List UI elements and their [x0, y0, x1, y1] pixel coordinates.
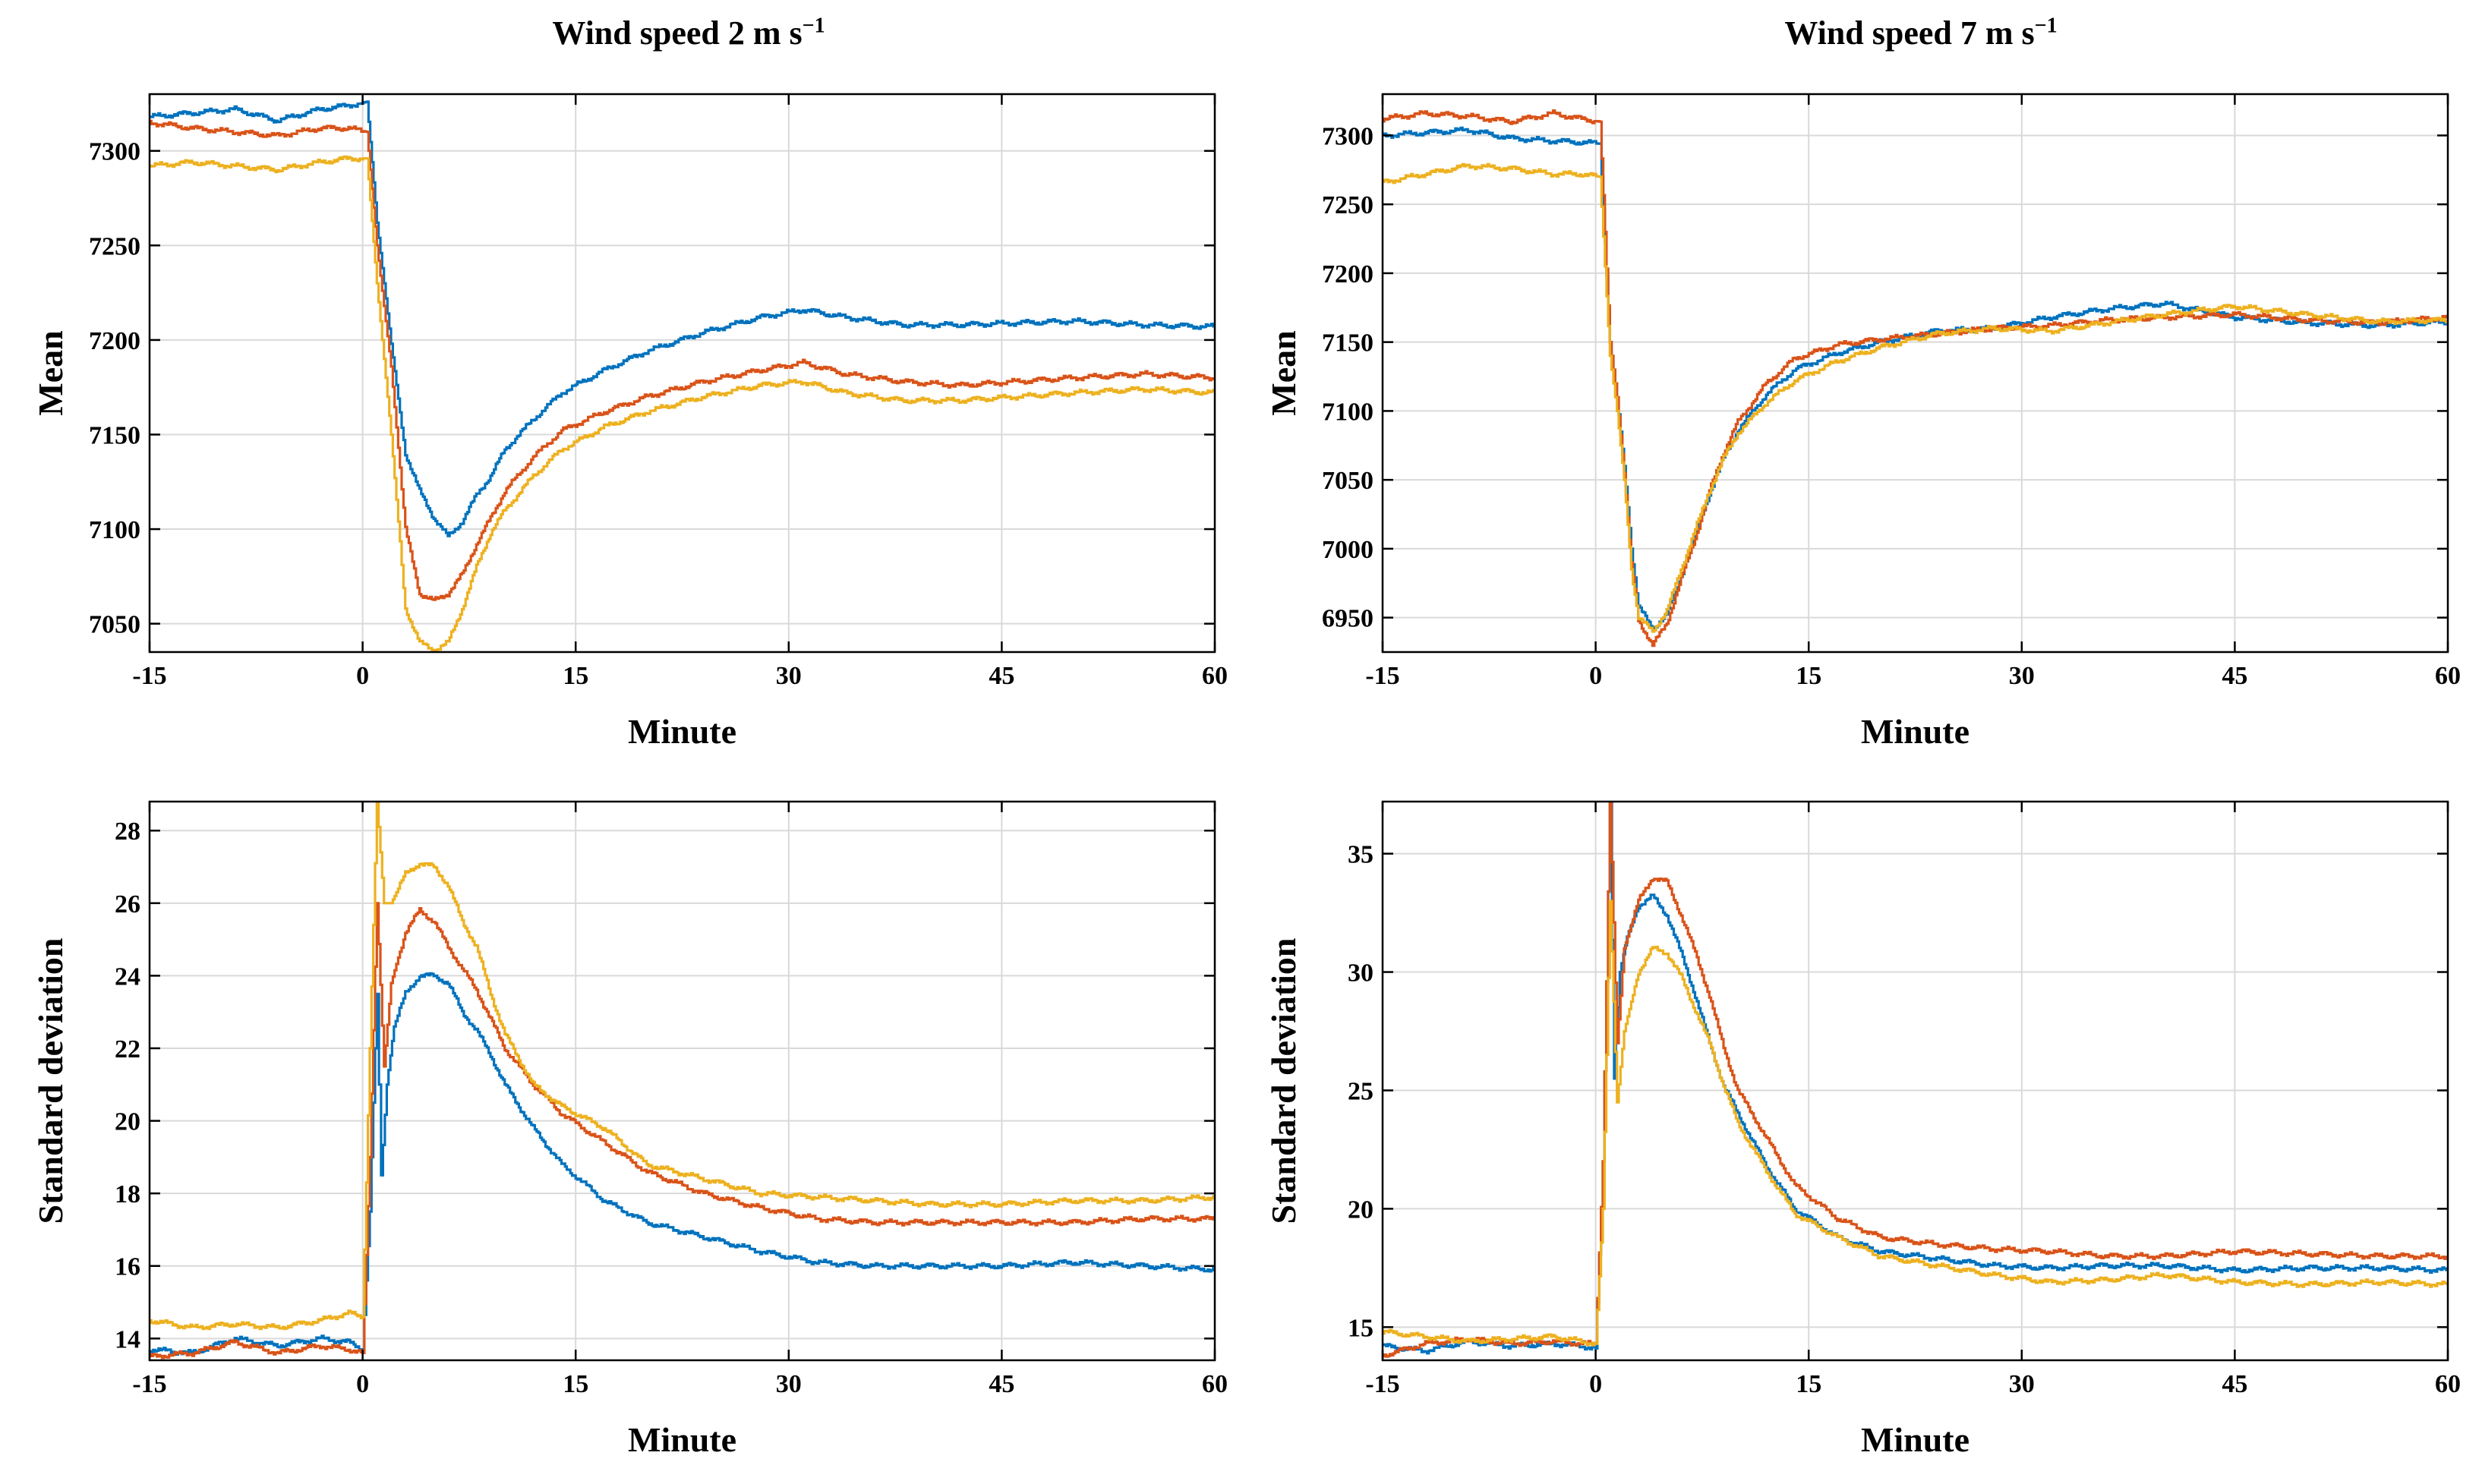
- y-tick-label: 7250: [89, 232, 140, 260]
- y-tick-label: 7100: [1322, 398, 1373, 426]
- x-tick-label: 60: [1202, 1370, 1228, 1398]
- x-tick-label: 15: [563, 1370, 588, 1398]
- plot-frame: [148, 93, 1216, 654]
- x-tick-label: 45: [989, 1370, 1014, 1398]
- x-tick-label: -15: [132, 1370, 166, 1398]
- y-axis-label: Standard deviation: [31, 937, 70, 1224]
- y-tick-label: 20: [1348, 1196, 1373, 1224]
- x-tick-label: 0: [1589, 1370, 1602, 1398]
- x-axis-label: Minute: [628, 1420, 736, 1459]
- x-tick-label: 60: [2435, 662, 2461, 690]
- title-wind-speed-2: Wind speed 2 m s−1: [552, 14, 825, 52]
- x-tick-label: -15: [1365, 662, 1399, 690]
- y-axis-label: Standard deviation: [1264, 937, 1303, 1224]
- plot-frame: [148, 800, 1216, 1362]
- series-blue: [1383, 802, 2448, 1355]
- x-tick-label: 15: [1796, 1370, 1821, 1398]
- x-tick-label: 30: [776, 662, 802, 690]
- x-tick-label: 0: [356, 662, 369, 690]
- y-tick-label: 7200: [1322, 260, 1373, 288]
- x-axis-label: Minute: [628, 712, 736, 751]
- y-tick-label: 16: [115, 1253, 140, 1281]
- x-tick-label: -15: [132, 662, 166, 690]
- plot-frame: [1381, 800, 2449, 1362]
- x-tick-label: 0: [1589, 662, 1602, 690]
- x-tick-label: 45: [2222, 662, 2247, 690]
- series-orange: [1383, 109, 2448, 647]
- y-tick-label: 7300: [89, 138, 140, 166]
- x-tick-label: 15: [1796, 662, 1821, 690]
- y-axis-label: Mean: [1264, 330, 1303, 415]
- plot-frame: [1381, 93, 2449, 654]
- x-tick-label: 30: [2009, 1370, 2035, 1398]
- x-tick-label: 60: [2435, 1370, 2461, 1398]
- y-tick-label: 7300: [1322, 122, 1373, 150]
- y-tick-label: 7150: [1322, 329, 1373, 358]
- y-tick-label: 24: [115, 963, 140, 991]
- y-tick-label: 7150: [89, 421, 140, 449]
- x-tick-label: 45: [989, 662, 1014, 690]
- chart-std-2ms: -15 0 15 30 45 60 14 16 18 20 22 24 26 28 Minute Standa…: [31, 800, 1228, 1459]
- series-yellow: [150, 155, 1215, 652]
- series-yellow: [1383, 162, 2448, 633]
- series-yellow: [1383, 900, 2448, 1347]
- y-tick-label: 26: [115, 890, 140, 918]
- chart-std-7ms: -15 0 15 30 45 60 15 20 25 30 35 Minute Standard dev…: [1264, 800, 2461, 1459]
- y-tick-label: 35: [1348, 841, 1373, 869]
- y-axis-label: Mean: [31, 330, 70, 415]
- y-tick-label: 18: [115, 1180, 140, 1208]
- chart-mean-7ms: -15 0 15 30 45 60 6950 7000 7050 7100 7150 7200 7250…: [1264, 93, 2461, 751]
- x-tick-label: 30: [2009, 662, 2035, 690]
- series-blue: [150, 972, 1215, 1356]
- y-tick-label: 15: [1348, 1314, 1373, 1342]
- series-blue: [150, 100, 1215, 537]
- y-tick-label: 6950: [1322, 605, 1373, 633]
- x-tick-label: 30: [776, 1370, 802, 1398]
- series-yellow: [150, 802, 1215, 1331]
- x-tick-label: 45: [2222, 1370, 2247, 1398]
- y-tick-label: 22: [115, 1035, 140, 1063]
- y-tick-label: 7050: [89, 611, 140, 639]
- y-tick-label: 7250: [1322, 191, 1373, 219]
- chart-mean-2ms: -15 0 15 30 45 60 7050 7100 7150 7200 7250 7300 Minu…: [31, 93, 1228, 751]
- y-tick-label: 28: [115, 818, 140, 846]
- y-tick-label: 7100: [89, 516, 140, 544]
- x-axis-label: Minute: [1861, 712, 1970, 751]
- series-orange: [150, 119, 1215, 601]
- y-tick-label: 7000: [1322, 536, 1373, 564]
- y-tick-label: 14: [115, 1325, 140, 1353]
- x-tick-label: 15: [563, 662, 588, 690]
- x-tick-label: 0: [356, 1370, 369, 1398]
- y-tick-label: 30: [1348, 959, 1373, 988]
- x-tick-label: -15: [1365, 1370, 1399, 1398]
- series-blue: [1383, 126, 2448, 632]
- y-tick-label: 7200: [89, 327, 140, 355]
- series-orange: [1383, 802, 2448, 1358]
- y-tick-label: 25: [1348, 1077, 1373, 1105]
- x-axis-label: Minute: [1861, 1420, 1970, 1459]
- series-orange: [150, 902, 1215, 1360]
- y-tick-label: 20: [115, 1108, 140, 1136]
- y-tick-label: 7050: [1322, 467, 1373, 495]
- x-tick-label: 60: [1202, 662, 1228, 690]
- title-wind-speed-7: Wind speed 7 m s−1: [1784, 14, 2058, 52]
